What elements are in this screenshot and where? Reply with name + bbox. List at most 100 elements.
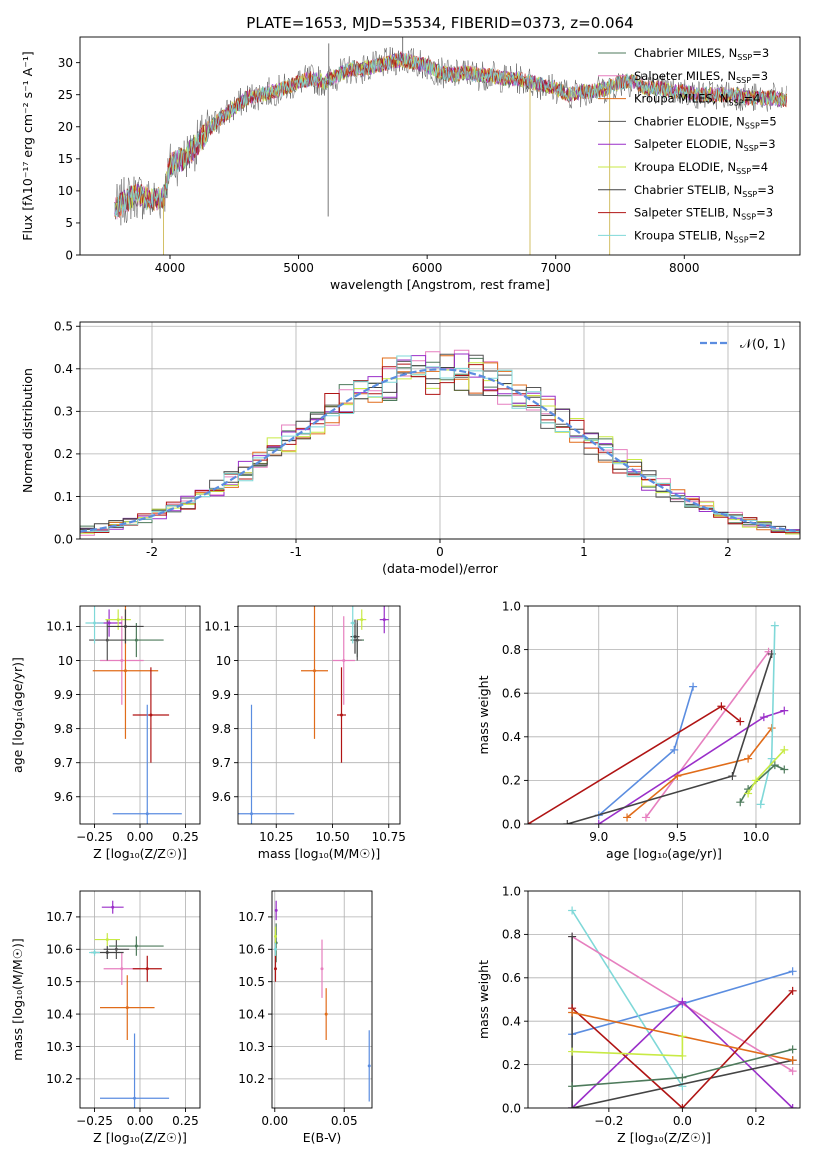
y-tick-label: 15	[58, 152, 73, 166]
x-tick-label: 0.2	[746, 1114, 765, 1128]
data-point	[340, 713, 343, 717]
y-tick-label: 10.7	[238, 910, 265, 924]
weight-marker	[767, 754, 776, 763]
x-tick-label: 2	[724, 545, 732, 559]
histogram-series	[80, 355, 800, 536]
x-axis-label: Z [log₁₀(Z/Z☉)]	[93, 1130, 187, 1145]
spectrum-series	[114, 52, 787, 217]
data-point	[382, 618, 386, 622]
weight-marker	[641, 813, 650, 822]
legend-label: Kroupa ELODIE, NSSP=4	[634, 160, 768, 176]
weight-marker	[689, 682, 698, 691]
panel-mass_vs_ebv: 0.00 0.05 10.2 10.3 10.4 10.5 10.6 10.7 E(B-V)	[238, 890, 373, 1145]
data-point	[134, 944, 138, 948]
spectrum-series	[114, 46, 787, 226]
data-point	[353, 635, 357, 639]
panel-massweight_vs_Z: −0.2 0.0 0.2 0.0 0.2 0.4 0.6 0.8 1.0 Z [log₁₀(Z/Z…	[476, 884, 801, 1145]
y-tick-label: 0.6	[502, 687, 521, 701]
weight-marker	[670, 745, 679, 754]
x-axis-label: Z [log₁₀(Z/Z☉)]	[93, 846, 187, 861]
weight-marker	[623, 813, 632, 822]
x-tick-label: 0.00	[261, 1114, 288, 1128]
y-tick-label: 10.1	[204, 620, 231, 634]
legend-label: Salpeter ELODIE, NSSP=3	[634, 137, 776, 153]
plot-area	[273, 900, 371, 1102]
legend-label: Chabrier MILES, NSSP=3	[634, 46, 769, 62]
y-tick-label: 10.7	[46, 910, 73, 924]
y-tick-label: 10.6	[46, 943, 73, 957]
weight-series	[571, 910, 684, 1087]
weight-marker	[744, 754, 753, 763]
y-tick-label: 0.0	[502, 817, 521, 831]
weight-series	[567, 653, 773, 824]
data-point	[134, 638, 138, 642]
y-tick-label: 20	[58, 120, 73, 134]
y-tick-label: 0.5	[54, 320, 73, 334]
x-tick-label: 0.0	[673, 1114, 692, 1128]
y-tick-label: 0.1	[54, 490, 73, 504]
data-point	[111, 905, 115, 909]
data-point	[105, 951, 109, 955]
data-point	[342, 659, 346, 662]
axes-frame	[79, 890, 201, 1109]
y-tick-label: 9.9	[54, 688, 73, 702]
x-tick-label: 0.00	[127, 1114, 154, 1128]
y-tick-label: 10.3	[46, 1040, 73, 1054]
weight-marker	[780, 745, 789, 754]
panel-age_vs_mass: 10.25 10.50 10.75 9.6 9.7 9.8 9.9 10 10.1 mass [l…	[204, 605, 406, 861]
weight-marker	[568, 1104, 577, 1108]
weight-marker	[770, 621, 779, 630]
data-point	[125, 1006, 129, 1010]
y-axis-label: mass weight	[476, 960, 491, 1039]
x-axis-label: E(B-V)	[303, 1130, 342, 1145]
data-point	[355, 638, 359, 642]
weight-marker	[678, 1104, 687, 1108]
y-tick-label: 9.8	[54, 722, 73, 736]
x-tick-label: 10.75	[372, 830, 406, 844]
data-point	[351, 621, 355, 625]
weight-marker	[678, 997, 687, 1006]
data-point	[145, 812, 149, 816]
x-tick-label: -2	[146, 545, 158, 559]
plot-area	[85, 606, 182, 824]
y-tick-label: 0.2	[502, 774, 521, 788]
x-axis-label: wavelength [Angstrom, rest frame]	[330, 277, 550, 292]
data-point	[105, 938, 109, 942]
legend: Chabrier MILES, NSSP=3 Salpeter MILES, NS…	[598, 46, 777, 244]
x-tick-label: 10.0	[743, 830, 770, 844]
weight-marker	[717, 702, 726, 711]
y-tick-label: 1.0	[502, 599, 521, 613]
x-tick-label: 0.25	[172, 1114, 199, 1128]
weight-marker	[751, 776, 760, 785]
data-point	[123, 669, 127, 673]
x-tick-label: 0.05	[331, 1114, 358, 1128]
y-tick-label: 0.4	[502, 1015, 521, 1029]
weight-marker	[788, 1056, 797, 1065]
weight-series	[645, 651, 770, 818]
data-point	[105, 638, 109, 642]
data-point	[114, 947, 118, 951]
axes-frame	[79, 321, 801, 540]
legend-label: Salpeter MILES, NSSP=3	[634, 69, 768, 85]
weight-marker	[788, 1067, 797, 1076]
axes-frame	[271, 890, 373, 1109]
y-tick-label: 0.0	[502, 1101, 521, 1115]
weight-marker	[568, 932, 577, 941]
data-point	[107, 621, 111, 625]
weight-series	[528, 705, 741, 824]
weight-series	[598, 686, 694, 816]
x-tick-label: 1	[580, 545, 588, 559]
y-tick-label: 10.4	[238, 1007, 265, 1021]
x-axis-label: (data-model)/error	[382, 561, 499, 576]
data-point	[274, 908, 278, 912]
panel-massweight_vs_age: 9.0 9.5 10.0 0.0 0.2 0.4 0.6 0.8 1.0 age [log₁₀(a…	[476, 599, 801, 861]
axes-frame	[237, 605, 401, 825]
y-tick-label: 0.4	[502, 730, 521, 744]
data-point	[120, 967, 124, 971]
plot-area	[528, 621, 789, 824]
y-tick-label: 10.2	[46, 1072, 73, 1086]
legend-label: Salpeter STELIB, NSSP=3	[634, 206, 773, 222]
data-point	[93, 951, 97, 955]
x-tick-label: 6000	[412, 261, 443, 275]
weight-marker	[788, 986, 797, 995]
